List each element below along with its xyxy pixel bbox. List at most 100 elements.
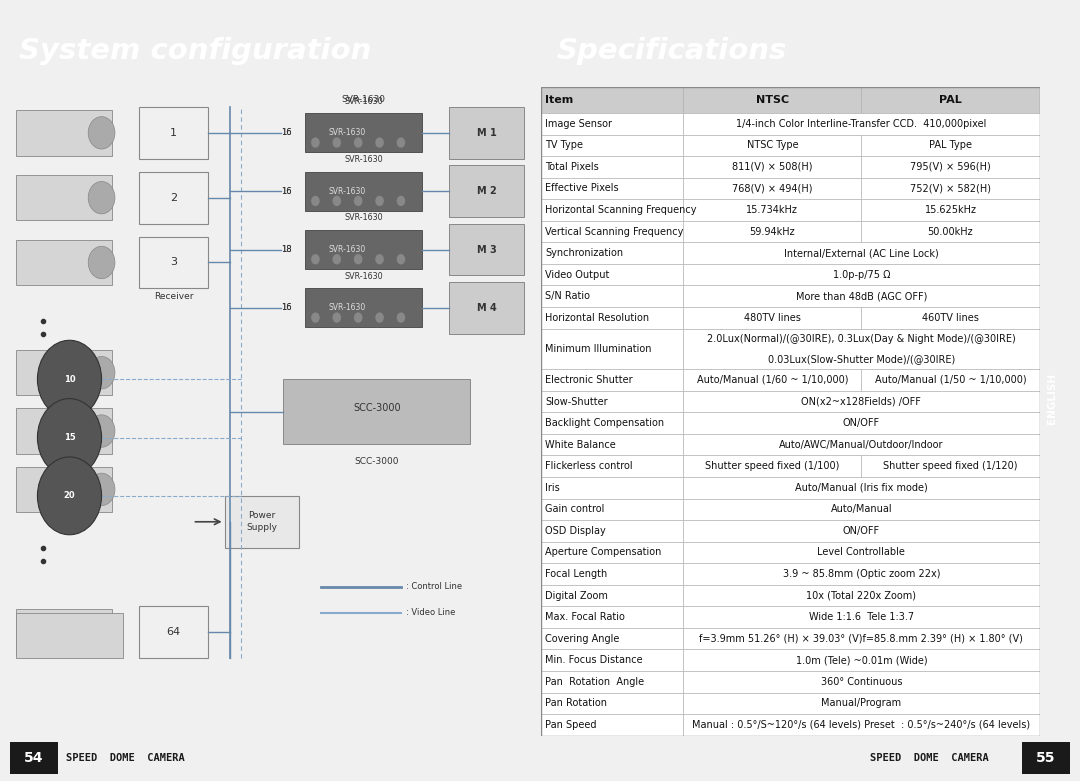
Bar (541, 329, 684, 369)
Text: ENGLISH: ENGLISH (1047, 373, 1057, 424)
Bar (684, 714, 1040, 736)
Text: SCC-3000: SCC-3000 (353, 403, 401, 413)
Text: M 4: M 4 (476, 303, 497, 313)
Text: 15: 15 (64, 433, 76, 442)
Bar (449, 282, 524, 333)
Bar (684, 369, 862, 390)
Bar (684, 134, 862, 156)
Text: Image Sensor: Image Sensor (545, 119, 612, 129)
Text: Synchronization: Synchronization (545, 248, 623, 259)
Text: 360° Continuous: 360° Continuous (821, 677, 902, 686)
Text: Gain control: Gain control (545, 505, 605, 515)
Bar (684, 221, 862, 242)
Bar (305, 288, 422, 327)
Bar (541, 221, 684, 242)
Bar (541, 477, 684, 498)
Text: Auto/Manual (Iris fix mode): Auto/Manual (Iris fix mode) (795, 483, 928, 493)
Text: 2: 2 (171, 193, 177, 203)
Text: 15.734kHz: 15.734kHz (746, 205, 798, 215)
Text: SVR-1630: SVR-1630 (341, 95, 386, 104)
Text: S/N Ratio: S/N Ratio (545, 291, 590, 301)
Circle shape (89, 246, 114, 279)
Text: 59.94kHz: 59.94kHz (750, 226, 795, 237)
Bar (541, 412, 684, 433)
Text: SVR-1630: SVR-1630 (345, 272, 382, 280)
Bar (16, 609, 112, 654)
Text: PAL Type: PAL Type (929, 141, 972, 150)
Bar (16, 350, 112, 395)
Bar (541, 585, 684, 606)
Text: 18: 18 (281, 245, 292, 254)
Bar (684, 628, 1040, 650)
Bar (862, 455, 1040, 477)
Bar (449, 166, 524, 217)
Bar (541, 520, 684, 542)
Bar (541, 286, 684, 307)
Text: NTSC Type: NTSC Type (746, 141, 798, 150)
Text: 18: 18 (281, 245, 292, 254)
Circle shape (89, 615, 114, 648)
Circle shape (38, 398, 102, 476)
Circle shape (311, 137, 320, 148)
Bar (684, 286, 1040, 307)
Bar (541, 455, 684, 477)
Text: Covering Angle: Covering Angle (545, 633, 620, 644)
Bar (16, 240, 112, 285)
Text: Manual/Program: Manual/Program (822, 698, 902, 708)
Bar (541, 693, 684, 714)
Text: 768(V) × 494(H): 768(V) × 494(H) (732, 184, 812, 194)
Bar (283, 379, 471, 444)
Circle shape (396, 196, 405, 206)
Text: 752(V) × 582(H): 752(V) × 582(H) (910, 184, 991, 194)
Text: Level Controllable: Level Controllable (818, 547, 905, 558)
Bar (16, 408, 112, 454)
Bar (684, 585, 1040, 606)
Bar (684, 563, 1040, 585)
Text: PAL: PAL (940, 95, 962, 105)
Bar (541, 113, 684, 134)
Circle shape (396, 254, 405, 265)
Text: Focal Length: Focal Length (545, 569, 607, 579)
Bar (862, 221, 1040, 242)
Bar (862, 177, 1040, 199)
Text: Iris: Iris (545, 483, 559, 493)
Text: M 2: M 2 (476, 186, 497, 196)
Text: Power
Supply: Power Supply (246, 512, 278, 532)
Circle shape (354, 137, 363, 148)
Bar (684, 329, 1040, 369)
Bar (684, 264, 1040, 286)
Circle shape (375, 312, 383, 323)
Circle shape (89, 356, 114, 389)
Bar (541, 264, 684, 286)
Bar (16, 175, 112, 220)
Circle shape (354, 254, 363, 265)
Text: Digital Zoom: Digital Zoom (545, 590, 608, 601)
Bar (862, 87, 1040, 113)
Text: SCC-3000: SCC-3000 (354, 457, 400, 466)
Text: SVR-1630: SVR-1630 (329, 303, 366, 312)
Text: Auto/AWC/Manual/Outdoor/Indoor: Auto/AWC/Manual/Outdoor/Indoor (779, 440, 944, 450)
Bar (541, 390, 684, 412)
Text: SPEED  DOME  CAMERA: SPEED DOME CAMERA (66, 754, 185, 763)
Text: 16: 16 (281, 128, 292, 137)
Bar (684, 650, 1040, 671)
Bar (684, 156, 862, 177)
Text: 20: 20 (64, 491, 76, 501)
Bar (684, 606, 1040, 628)
Bar (684, 433, 1040, 455)
Text: ON(x2~x128Fields) /OFF: ON(x2~x128Fields) /OFF (801, 397, 921, 406)
Text: 3.9 ~ 85.8mm (Optic zoom 22x): 3.9 ~ 85.8mm (Optic zoom 22x) (783, 569, 941, 579)
Circle shape (396, 137, 405, 148)
Circle shape (375, 196, 383, 206)
Text: Total Pixels: Total Pixels (545, 162, 598, 172)
Bar (862, 156, 1040, 177)
Bar (684, 671, 1040, 693)
Text: Pan Rotation: Pan Rotation (545, 698, 607, 708)
Circle shape (311, 254, 320, 265)
Bar (684, 693, 1040, 714)
Text: Electronic Shutter: Electronic Shutter (545, 375, 633, 385)
Circle shape (38, 341, 102, 418)
Circle shape (333, 137, 341, 148)
Text: 64: 64 (166, 627, 180, 637)
Circle shape (333, 312, 341, 323)
